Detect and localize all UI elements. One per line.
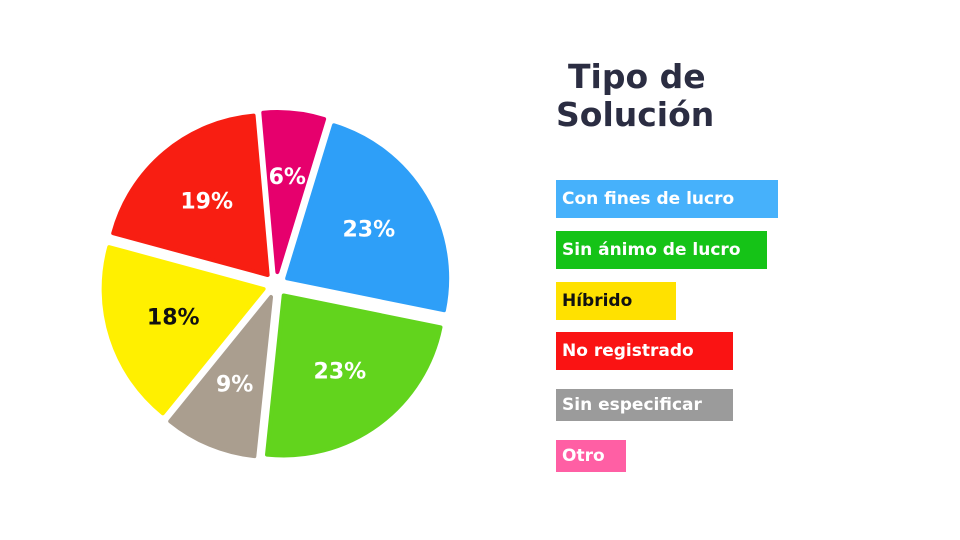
legend-item-con-fines-de-lucro: Con fines de lucro [556,180,778,218]
pie-slice-otro [261,110,327,275]
legend-item-sin-animo-de-lucro: Sin ánimo de lucro [556,231,767,269]
pie-slice-sin-especificar [168,295,274,459]
chart-title: Tipo de Solución [556,58,714,134]
legend-item-hibrido: Híbrido [556,282,676,320]
pie-slice-label: 19% [180,190,233,215]
chart-title-line-2: Solución [556,95,715,134]
pie-slice-hibrido [101,245,266,416]
pie-slice-label: 18% [147,306,200,331]
pie-slice-label: 23% [342,217,395,242]
pie-slice-label: 6% [269,165,306,190]
legend-item-no-registrado: No registrado [556,332,733,370]
pie-slice-sin-animo-de-lucro [265,293,443,458]
pie-slice-label: 23% [314,360,367,385]
legend-item-otro: Otro [556,440,626,472]
chart-title-line-1: Tipo de [568,57,706,96]
pie-slice-con-fines-de-lucro [285,123,450,313]
pie-slice-label: 9% [216,372,253,397]
pie-slice-no-registrado [111,113,270,278]
legend-item-sin-especificar: Sin especificar [556,389,733,421]
